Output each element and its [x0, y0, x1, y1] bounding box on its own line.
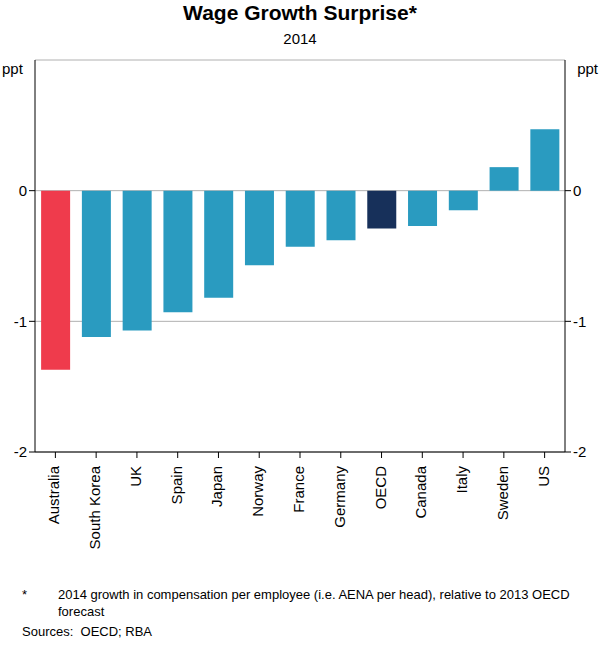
html-text:2014: 2014	[283, 30, 317, 47]
svg-text:Australia: Australia	[45, 465, 62, 524]
svg-text:0: 0	[573, 182, 581, 199]
svg-text:-2: -2	[573, 443, 586, 460]
svg-text:Italy: Italy	[453, 466, 470, 494]
svg-text:-2: -2	[14, 443, 27, 460]
svg-text:Germany: Germany	[331, 466, 348, 528]
svg-text:Sweden: Sweden	[494, 466, 511, 520]
svg-text:Spain: Spain	[168, 466, 185, 504]
svg-text:France: France	[290, 466, 307, 513]
html-text:ppt: ppt	[577, 60, 598, 77]
svg-text:0: 0	[19, 182, 27, 199]
svg-text:US: US	[535, 466, 552, 487]
svg-text:Norway: Norway	[249, 466, 266, 517]
svg-text:Canada: Canada	[412, 465, 429, 518]
svg-text:-1: -1	[14, 313, 27, 330]
svg-text:OECD: OECD	[372, 466, 389, 510]
html-text:Sources: OECD; RBA: Sources: OECD; RBA	[22, 624, 152, 639]
html-text:Wage Growth Surprise*: Wage Growth Surprise*	[183, 1, 417, 24]
svg-text:UK: UK	[127, 466, 144, 487]
svg-text:South Korea: South Korea	[86, 465, 103, 549]
html-text:2014 growth in compensation pe: 2014 growth in compensation per employee…	[58, 587, 570, 619]
html-text:ppt: ppt	[2, 60, 23, 77]
svg-text:-1: -1	[573, 313, 586, 330]
svg-text:Japan: Japan	[208, 466, 225, 507]
